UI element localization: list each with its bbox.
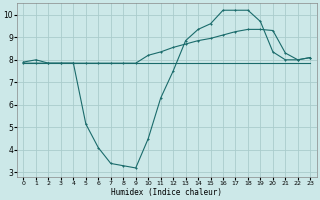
- X-axis label: Humidex (Indice chaleur): Humidex (Indice chaleur): [111, 188, 222, 197]
